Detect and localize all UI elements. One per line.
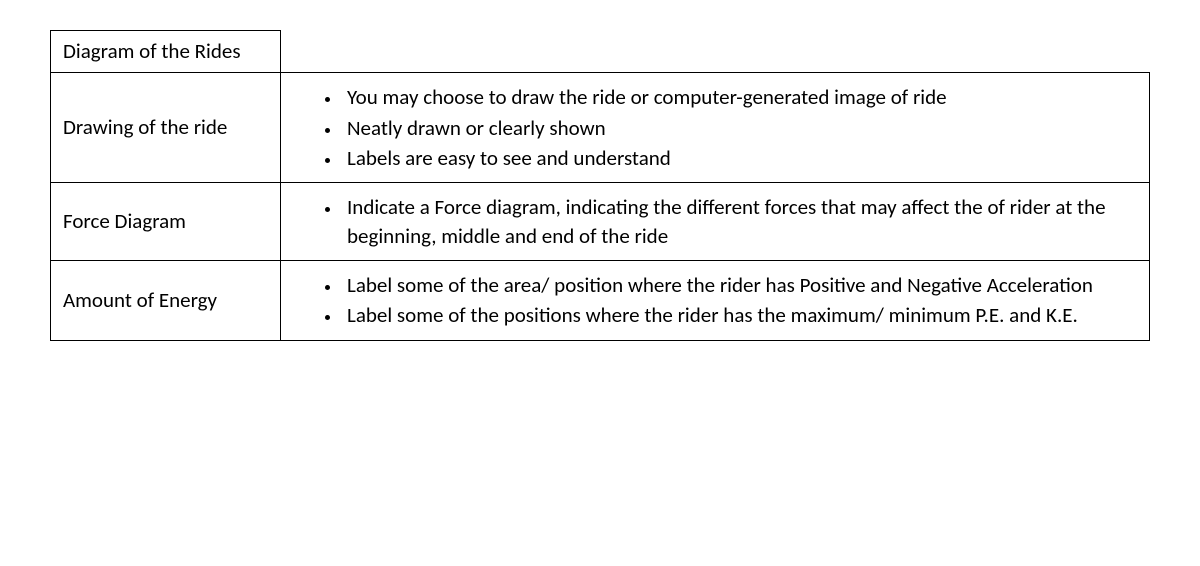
bullet-item: Labels are easy to see and understand [341, 144, 1137, 172]
table-row: Drawing of the ride You may choose to dr… [51, 73, 1150, 183]
bullet-item: You may choose to draw the ride or compu… [341, 83, 1137, 111]
bullet-list: Label some of the area/ position where t… [293, 271, 1137, 330]
bullet-item: Indicate a Force diagram, indicating the… [341, 193, 1137, 250]
table-header-row: Diagram of the Rides [51, 31, 1150, 73]
row-label: Amount of Energy [51, 261, 281, 341]
table-row: Amount of Energy Label some of the area/… [51, 261, 1150, 341]
bullet-item: Label some of the area/ position where t… [341, 271, 1137, 299]
row-description: Label some of the area/ position where t… [281, 261, 1150, 341]
header-empty-cell [281, 31, 1150, 73]
bullet-item: Label some of the positions where the ri… [341, 301, 1137, 329]
bullet-item: Neatly drawn or clearly shown [341, 114, 1137, 142]
bullet-list: Indicate a Force diagram, indicating the… [293, 193, 1137, 250]
row-label: Force Diagram [51, 183, 281, 261]
rubric-table: Diagram of the Rides Drawing of the ride… [50, 30, 1150, 341]
header-label: Diagram of the Rides [51, 31, 281, 73]
row-description: Indicate a Force diagram, indicating the… [281, 183, 1150, 261]
row-label: Drawing of the ride [51, 73, 281, 183]
table-row: Force Diagram Indicate a Force diagram, … [51, 183, 1150, 261]
row-description: You may choose to draw the ride or compu… [281, 73, 1150, 183]
bullet-list: You may choose to draw the ride or compu… [293, 83, 1137, 172]
